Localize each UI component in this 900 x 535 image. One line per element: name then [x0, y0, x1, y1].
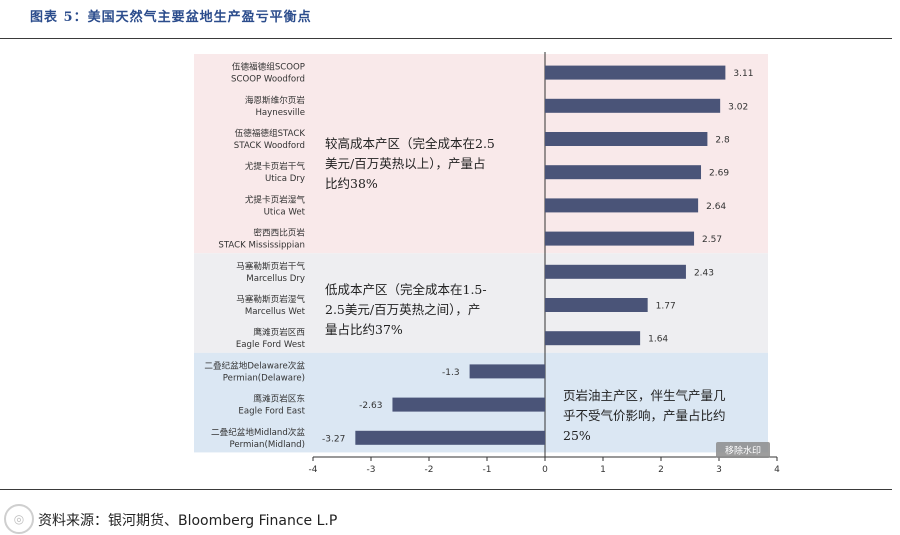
x-tick-label: -4: [309, 465, 318, 475]
value-label: 1.64: [648, 335, 668, 345]
category-label-en: Permian(Delaware): [223, 373, 305, 383]
remove-watermark-label: 移除水印: [725, 445, 761, 457]
labels-layer: 3.11 伍德福德组SCOOP SCOOP Woodford 3.02 海恩斯维尔页岩 H…: [204, 61, 753, 450]
band-high: [194, 54, 768, 254]
x-tick-label: 1: [600, 465, 606, 475]
category-label-en: Utica Dry: [265, 174, 305, 184]
value-label: 2.43: [694, 268, 714, 278]
category-label-en: Marcellus Wet: [245, 307, 306, 317]
category-label-zh: 伍德福德组SCOOP: [232, 61, 305, 73]
category-label-zh: 马塞勒斯页岩干气: [236, 260, 305, 272]
bar: [545, 198, 699, 213]
bars-layer: [355, 65, 726, 445]
figure-title: 图表 5：美国天然气主要盆地生产盈亏平衡点: [30, 10, 312, 25]
category-label-en: Eagle Ford West: [236, 340, 306, 350]
category-label-en: SCOOP Woodford: [231, 75, 305, 85]
category-label-zh: 伍德福德组STACK: [235, 127, 306, 139]
x-tick-label: 2: [658, 465, 664, 475]
category-label-en: STACK Woodford: [234, 141, 305, 151]
bar: [545, 264, 686, 279]
value-label: 3.11: [733, 69, 753, 79]
bar: [545, 165, 702, 180]
value-label: 2.57: [702, 235, 722, 245]
annotation-oil-line: 25%: [563, 428, 591, 443]
category-label-zh: 密西西比页岩: [253, 227, 305, 239]
annotation-low-line: 2.5美元/百万英热之间），产: [325, 302, 480, 317]
source-note: 资料来源：银河期货、Bloomberg Finance L.P: [38, 513, 338, 529]
value-label: 1.77: [656, 302, 676, 312]
bar: [392, 397, 545, 412]
annotation-oil-line: 乎不受气价影响，产量占比约: [563, 408, 726, 423]
watermark-logo-icon: ◎: [4, 504, 34, 534]
category-label-en: Haynesville: [255, 108, 305, 118]
bar: [545, 65, 726, 80]
bar: [545, 98, 721, 113]
x-tick-label: -1: [483, 465, 492, 475]
x-tick-label: 4: [774, 465, 780, 475]
value-label: 2.64: [706, 202, 726, 212]
value-label: 2.8: [715, 136, 730, 146]
annotation-high-line: 较高成本产区（完全成本在2.5: [325, 136, 495, 151]
bar: [355, 430, 545, 445]
category-label-zh: 鹰滩页岩区西: [253, 326, 305, 338]
x-tick-label: 3: [716, 465, 722, 475]
bottom-rule: [0, 489, 892, 490]
top-rule: [0, 38, 892, 39]
bar: [545, 231, 695, 246]
category-label-zh: 二叠纪盆地Midland次盆: [211, 426, 305, 438]
bar: [469, 364, 545, 379]
annotation-low-line: 量占比约37%: [325, 322, 403, 337]
breakeven-chart: -4 -3 -2 -1 0 1 2 3 4 3.11 伍德福德组SCOOP SCOOP Woodfo…: [194, 52, 780, 475]
annotation-high-line: 美元/百万英热以上），产量占: [325, 156, 485, 171]
category-label-zh: 尤提卡页岩湿气: [245, 193, 306, 205]
category-label-en: Utica Wet: [264, 207, 306, 217]
category-label-en: STACK Mississippian: [218, 241, 305, 251]
bar: [545, 132, 708, 146]
annotation-low-line: 低成本产区（完全成本在1.5-: [325, 282, 487, 297]
bar: [545, 331, 641, 346]
category-label-zh: 海恩斯维尔页岩: [245, 94, 306, 106]
annotation-oil-line: 页岩油主产区，伴生气产量几: [563, 388, 726, 403]
category-label-zh: 二叠纪盆地Delaware次盆: [204, 359, 305, 371]
category-label-zh: 鹰滩页岩区东: [253, 393, 305, 405]
category-label-en: Marcellus Dry: [246, 274, 305, 284]
value-label: 3.02: [728, 102, 748, 112]
value-label: -1.3: [442, 368, 460, 378]
annotation-high-line: 比约38%: [325, 176, 378, 191]
bar: [545, 298, 648, 312]
value-label: -3.27: [322, 434, 345, 444]
category-label-en: Eagle Ford East: [238, 407, 305, 417]
value-label: -2.63: [359, 401, 382, 411]
remove-watermark-button: [716, 442, 770, 458]
x-tick-label: 0: [542, 465, 548, 475]
category-label-zh: 尤提卡页岩干气: [245, 160, 306, 172]
axis-layer: -4 -3 -2 -1 0 1 2 3 4: [309, 52, 780, 475]
x-tick-label: -2: [425, 465, 434, 475]
x-tick-label: -3: [367, 465, 376, 475]
value-label: 2.69: [709, 169, 729, 179]
category-label-en: Permian(Midland): [229, 440, 305, 450]
category-label-zh: 马塞勒斯页岩湿气: [236, 293, 305, 305]
